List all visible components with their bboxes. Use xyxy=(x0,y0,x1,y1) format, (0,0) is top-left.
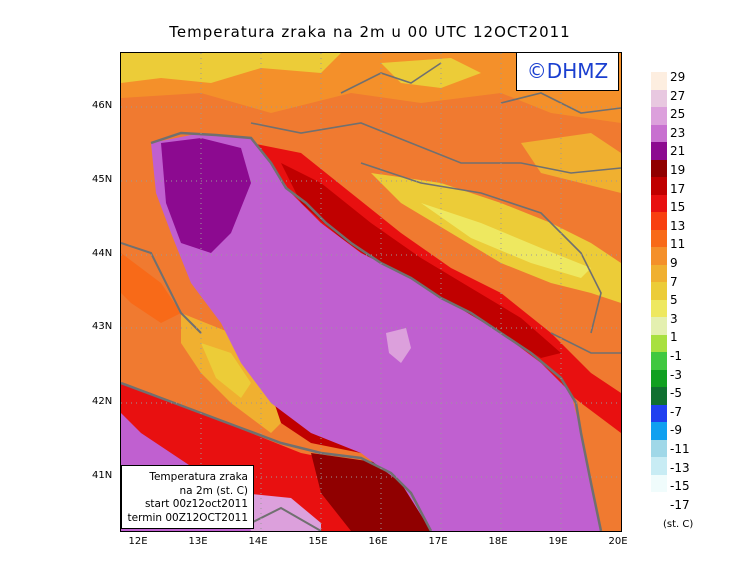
colorbar-label: -13 xyxy=(670,460,690,475)
lon-label-19e: 19E xyxy=(548,536,568,547)
colorbar-label: 1 xyxy=(670,330,678,345)
colorbar-swatch xyxy=(651,352,667,370)
colorbar-swatch xyxy=(651,124,667,142)
colorbar-label: 3 xyxy=(670,311,678,326)
colorbar-label: 13 xyxy=(670,218,686,233)
lat-label-44n: 44N xyxy=(92,248,113,259)
colorbar-label: -11 xyxy=(670,442,690,456)
colorbar-label: 29 xyxy=(670,70,686,84)
lon-label-12e: 12E xyxy=(128,536,148,547)
colorbar-swatch xyxy=(651,107,667,125)
colorbar-label: -1 xyxy=(670,349,682,363)
colorbar-label: 11 xyxy=(670,237,686,252)
dhmz-logo: ©DHMZ xyxy=(516,52,619,91)
colorbar-swatch xyxy=(651,247,667,265)
colorbar-label: 21 xyxy=(670,144,686,159)
colorbar-swatch xyxy=(651,194,667,212)
colorbar-swatch xyxy=(651,142,667,160)
legend-line-unit: na 2m (st. C) xyxy=(179,484,248,497)
colorbar-label: -9 xyxy=(670,423,682,438)
colorbar-swatch xyxy=(651,474,667,492)
colorbar-label: 19 xyxy=(670,163,686,177)
colorbar-unit: (st. C) xyxy=(663,519,694,530)
lat-label-46n: 46N xyxy=(92,100,113,111)
lat-label-43n: 43N xyxy=(92,321,113,332)
colorbar xyxy=(651,72,667,492)
lat-label-45n: 45N xyxy=(92,174,113,185)
legend-line-termin: termin 00Z12OCT2011 xyxy=(127,511,249,524)
map-legend-box: Temperatura zraka na 2m (st. C) start 00… xyxy=(121,465,254,529)
colorbar-label: -7 xyxy=(670,404,682,419)
colorbar-swatch xyxy=(651,264,667,282)
colorbar-swatch xyxy=(651,282,667,300)
colorbar-swatch xyxy=(651,387,667,405)
colorbar-swatch xyxy=(651,457,667,475)
lon-label-16e: 16E xyxy=(368,536,388,547)
colorbar-swatch xyxy=(651,89,667,107)
colorbar-label: -15 xyxy=(670,479,690,494)
colorbar-swatch xyxy=(651,159,667,177)
colorbar-swatch xyxy=(651,404,667,422)
colorbar-swatch xyxy=(651,334,667,352)
lon-label-17e: 17E xyxy=(428,536,448,547)
colorbar-swatch xyxy=(651,422,667,440)
colorbar-label: 27 xyxy=(670,88,686,103)
colorbar-label: -17 xyxy=(670,497,690,512)
lat-label-41n: 41N xyxy=(92,470,113,481)
colorbar-swatch xyxy=(651,72,667,90)
colorbar-swatch xyxy=(651,177,667,195)
temperature-field xyxy=(121,53,621,531)
legend-line-variable: Temperatura zraka xyxy=(149,471,248,483)
colorbar-swatch xyxy=(651,299,667,317)
colorbar-label: 9 xyxy=(670,256,678,270)
legend-line-start: start 00z12oct2011 xyxy=(144,498,248,510)
colorbar-label: -3 xyxy=(670,367,682,382)
colorbar-label: 5 xyxy=(670,293,678,308)
lon-label-14e: 14E xyxy=(248,536,268,547)
lat-label-42n: 42N xyxy=(92,396,113,407)
colorbar-label: 25 xyxy=(670,107,686,122)
lon-label-13e: 13E xyxy=(188,536,208,547)
temperature-map xyxy=(120,52,622,532)
colorbar-label: 15 xyxy=(670,200,686,215)
map-title: Temperatura zraka na 2m u 00 UTC 12OCT20… xyxy=(169,23,571,41)
colorbar-swatch xyxy=(651,317,667,335)
colorbar-label: 17 xyxy=(670,181,686,196)
lon-label-18e: 18E xyxy=(488,536,508,547)
colorbar-swatch xyxy=(651,439,667,457)
colorbar-swatch xyxy=(651,229,667,247)
lon-label-20e: 20E xyxy=(608,536,628,547)
colorbar-label: 7 xyxy=(670,274,678,289)
colorbar-swatch xyxy=(651,212,667,230)
lon-label-15e: 15E xyxy=(308,536,328,547)
colorbar-label: 23 xyxy=(670,125,686,140)
colorbar-swatch xyxy=(651,369,667,387)
colorbar-label: -5 xyxy=(670,386,682,401)
